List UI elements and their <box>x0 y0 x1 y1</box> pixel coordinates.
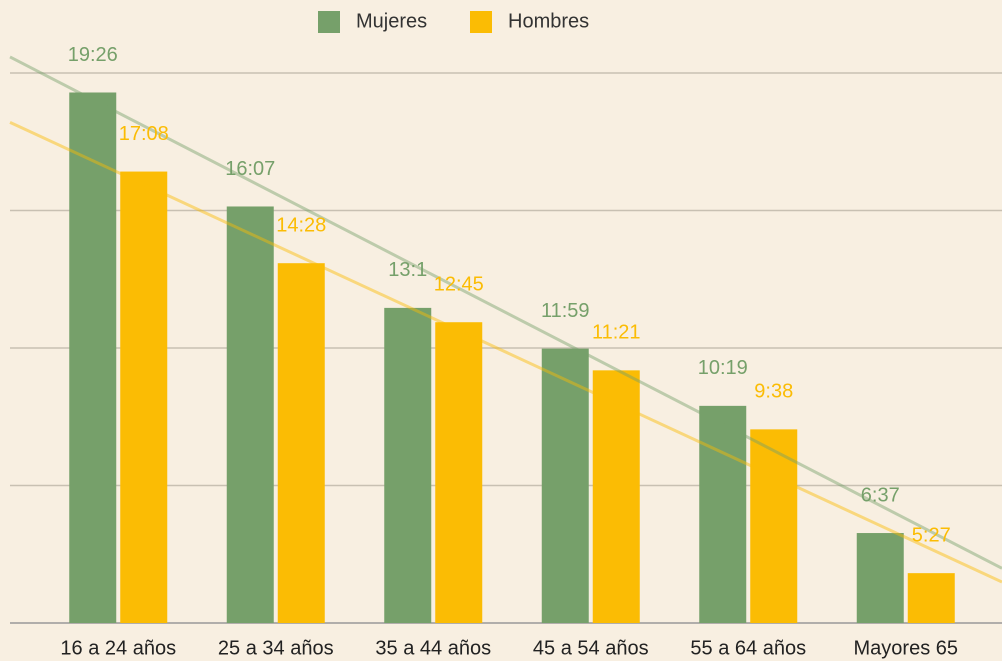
trendline <box>9 120 1002 584</box>
data-label: 14:28 <box>276 214 326 236</box>
x-tick-label: 45 a 54 años <box>533 637 649 659</box>
data-label: 17:08 <box>119 123 169 145</box>
data-label: 19:26 <box>68 44 118 66</box>
data-label: 9:38 <box>754 381 793 403</box>
bar <box>226 206 274 623</box>
data-label: 16:07 <box>225 158 275 180</box>
legend-label: Mujeres <box>356 10 427 32</box>
bar <box>435 322 483 623</box>
legend-swatch <box>318 11 340 33</box>
data-label: 6:37 <box>861 484 900 506</box>
x-tick-label: 55 a 64 años <box>690 637 806 659</box>
bar <box>277 263 325 623</box>
x-tick-label: Mayores 65 <box>854 637 959 659</box>
legend-label: Hombres <box>508 10 589 32</box>
x-tick-label: 16 a 24 años <box>60 637 176 659</box>
legend-swatch <box>470 11 492 33</box>
x-tick-label: 35 a 44 años <box>375 637 491 659</box>
data-label: 13:1 <box>388 259 427 281</box>
data-label: 5:27 <box>912 524 951 546</box>
data-label: 11:59 <box>541 300 590 322</box>
bar <box>856 533 904 623</box>
bar <box>69 92 117 624</box>
bar <box>907 573 955 623</box>
bar <box>541 348 589 623</box>
bar <box>120 171 168 623</box>
bar <box>384 307 432 623</box>
x-tick-label: 25 a 34 años <box>218 637 334 659</box>
data-label: 11:21 <box>592 322 641 344</box>
bar <box>750 429 798 623</box>
bar <box>592 370 640 623</box>
bar <box>699 405 747 623</box>
data-label: 10:19 <box>698 357 748 379</box>
data-label: 12:45 <box>434 274 484 296</box>
trendline <box>9 55 1002 570</box>
